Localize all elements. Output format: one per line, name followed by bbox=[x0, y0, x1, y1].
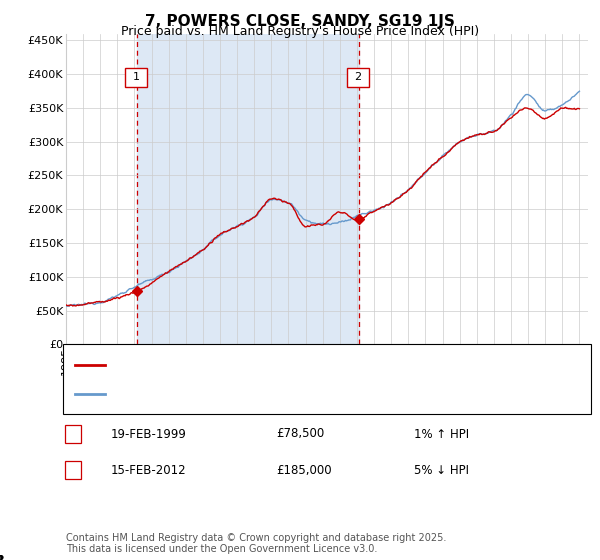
Text: 2: 2 bbox=[69, 465, 76, 475]
Text: 7, POWERS CLOSE, SANDY, SG19 1JS: 7, POWERS CLOSE, SANDY, SG19 1JS bbox=[145, 14, 455, 29]
Bar bbox=[125, 68, 147, 87]
Text: 1: 1 bbox=[0, 555, 4, 560]
Text: 19-FEB-1999: 19-FEB-1999 bbox=[111, 427, 187, 441]
Text: 1: 1 bbox=[69, 429, 76, 439]
Bar bbox=[137, 34, 359, 344]
Text: 1: 1 bbox=[133, 72, 139, 82]
Text: HPI: Average price, semi-detached house, Central Bedfordshire: HPI: Average price, semi-detached house,… bbox=[111, 389, 463, 399]
Bar bbox=[347, 68, 369, 87]
Text: £185,000: £185,000 bbox=[276, 464, 332, 477]
Text: 2: 2 bbox=[355, 72, 362, 82]
Text: 7, POWERS CLOSE, SANDY, SG19 1JS (semi-detached house): 7, POWERS CLOSE, SANDY, SG19 1JS (semi-d… bbox=[111, 360, 449, 370]
Text: Price paid vs. HM Land Registry's House Price Index (HPI): Price paid vs. HM Land Registry's House … bbox=[121, 25, 479, 38]
Text: 1% ↑ HPI: 1% ↑ HPI bbox=[414, 427, 469, 441]
Text: 2: 2 bbox=[0, 555, 4, 560]
Text: 15-FEB-2012: 15-FEB-2012 bbox=[111, 464, 187, 477]
Text: Contains HM Land Registry data © Crown copyright and database right 2025.
This d: Contains HM Land Registry data © Crown c… bbox=[66, 533, 446, 554]
Text: £78,500: £78,500 bbox=[276, 427, 324, 441]
Text: 5% ↓ HPI: 5% ↓ HPI bbox=[414, 464, 469, 477]
